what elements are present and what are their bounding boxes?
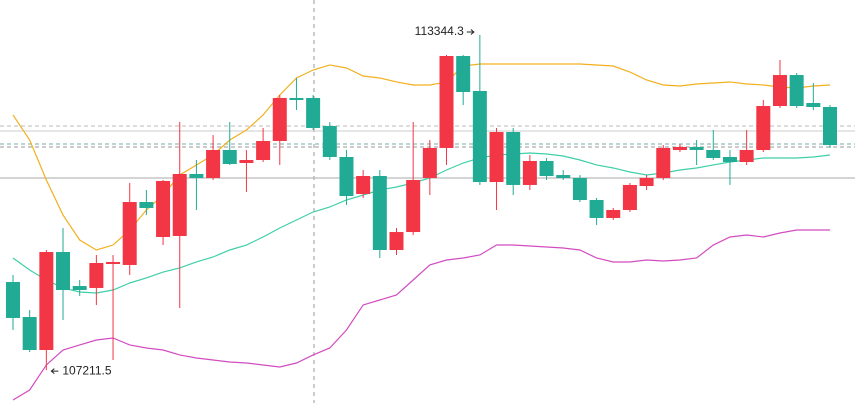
candle-body [572, 177, 587, 200]
candle-body [339, 156, 354, 197]
candle-body [506, 132, 521, 185]
candle-body [739, 149, 754, 163]
candle-body [239, 159, 254, 164]
band-line [12, 229, 830, 401]
candle-body [206, 149, 221, 178]
candle-body [456, 56, 471, 93]
candle-body [372, 176, 387, 250]
candle-body [689, 146, 704, 150]
candle-body [789, 75, 804, 107]
candle-body [539, 160, 554, 177]
candle-body [156, 180, 171, 237]
candle-body [589, 199, 604, 218]
candle-body [422, 147, 437, 178]
candle-body [706, 149, 721, 158]
high-label: 113344.3 [415, 24, 464, 38]
arrow-icon [50, 368, 59, 375]
candle-body [172, 173, 187, 237]
candle-body [656, 147, 671, 178]
candle-body [639, 177, 654, 187]
candle-body [189, 173, 204, 178]
arrow-icon [466, 29, 475, 35]
candle-body [72, 286, 87, 290]
candle-body [389, 232, 404, 250]
candle-body [606, 209, 621, 218]
candle-body [306, 97, 321, 128]
candle-body [823, 106, 837, 146]
candle-body [222, 149, 237, 164]
candle-body [622, 184, 637, 210]
band-line [12, 152, 831, 294]
candle-body [106, 262, 121, 264]
candle-body [472, 90, 487, 183]
candle-body [406, 179, 421, 233]
candle-body [56, 252, 71, 290]
candle-body [722, 156, 737, 163]
candle-body [89, 263, 104, 288]
candle-body [322, 126, 337, 157]
candle-body [756, 106, 771, 150]
candle-body [522, 160, 537, 185]
candle-body [672, 146, 687, 150]
candle-body [256, 140, 271, 160]
low-label: 107211.5 [62, 363, 111, 377]
candle-body [272, 97, 287, 141]
candle-body [139, 202, 154, 208]
candle-body [39, 252, 54, 350]
candle-body [6, 282, 20, 318]
candle-body [489, 132, 504, 183]
candle-body [556, 175, 571, 178]
candle-body [439, 56, 454, 148]
candle-body [356, 176, 371, 194]
candle-body [122, 202, 137, 265]
candle-body [289, 97, 304, 100]
candle-body [772, 75, 787, 107]
candle-body [806, 103, 821, 107]
candle-body [22, 316, 37, 350]
